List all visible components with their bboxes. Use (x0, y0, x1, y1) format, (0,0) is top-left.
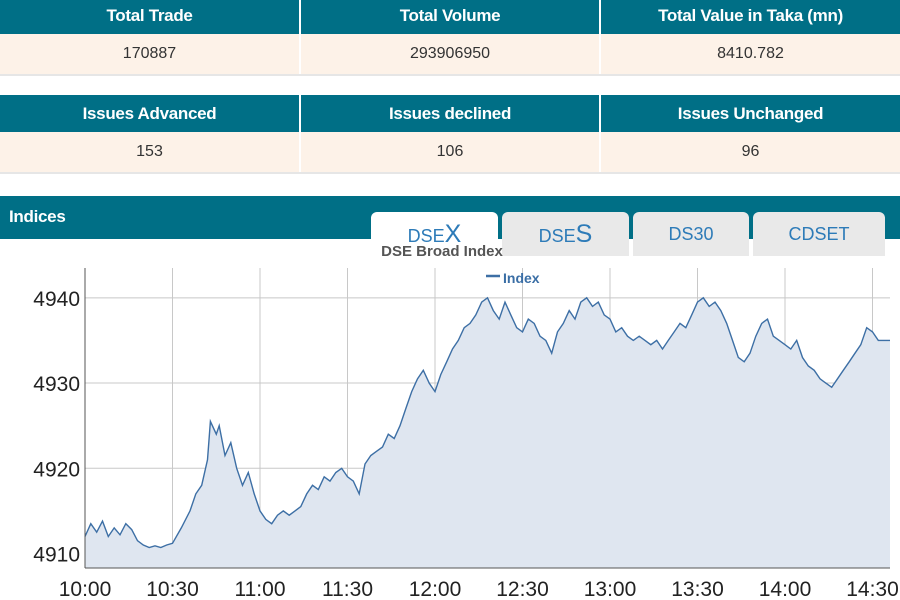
x-tick-label: 13:00 (584, 578, 637, 600)
issues-declined-value: 106 (300, 132, 601, 174)
index-line (84, 296, 890, 549)
tab-cdset[interactable]: CDSET (753, 212, 885, 256)
x-tick-label: 14:30 (846, 578, 899, 600)
issues-value-row: 153 106 96 (0, 132, 900, 174)
y-tick-label: 4930 (33, 373, 80, 396)
y-tick-label: 4940 (33, 288, 80, 311)
x-tick-label: 11:30 (322, 578, 373, 600)
tab-dsex-prefix: DSE (407, 226, 445, 246)
tab-dsex[interactable]: DSEX (371, 212, 498, 256)
total-trade-value: 170887 (0, 34, 301, 76)
tab-dses-suffix: S (575, 220, 593, 248)
issues-unchanged-header: Issues Unchanged (600, 95, 900, 132)
legend-label: Index (503, 270, 540, 286)
x-tick-label: 14:00 (759, 578, 812, 600)
total-value-header: Total Value in Taka (mn) (600, 0, 900, 34)
tab-ds30-label: DS30 (668, 224, 714, 244)
x-tick-label: 10:00 (59, 578, 112, 600)
issues-declined-header: Issues declined (300, 95, 601, 132)
tab-dsex-suffix: X (444, 220, 462, 248)
total-volume-value: 293906950 (300, 34, 601, 76)
y-tick-label: 4920 (33, 458, 80, 481)
x-tick-label: 13:30 (671, 578, 724, 600)
tab-ds30[interactable]: DS30 (633, 212, 749, 256)
summary-value-row: 170887 293906950 8410.782 (0, 34, 900, 76)
x-tick-label: 12:00 (409, 578, 462, 600)
chart-title: DSE Broad Index (381, 243, 503, 260)
issues-header-row: Issues Advanced Issues declined Issues U… (0, 95, 900, 132)
tab-dses[interactable]: DSES (502, 212, 629, 256)
issues-unchanged-value: 96 (600, 132, 900, 174)
issues-advanced-value: 153 (0, 132, 301, 174)
total-value-value: 8410.782 (600, 34, 900, 76)
market-summary-table: Total Trade Total Volume Total Value in … (0, 0, 900, 76)
y-tick-label: 4910 (33, 544, 80, 567)
issues-summary-table: Issues Advanced Issues declined Issues U… (0, 95, 900, 174)
issues-advanced-header: Issues Advanced (0, 95, 301, 132)
total-volume-header: Total Volume (300, 0, 601, 34)
summary-header-row: Total Trade Total Volume Total Value in … (0, 0, 900, 34)
x-tick-label: 12:30 (496, 578, 549, 600)
tab-dses-prefix: DSE (538, 226, 576, 246)
indices-title: Indices (9, 207, 66, 226)
tab-cdset-label: CDSET (788, 224, 850, 244)
x-tick-label: 10:30 (146, 578, 199, 600)
total-trade-header: Total Trade (0, 0, 301, 34)
index-area (85, 297, 890, 568)
x-tick-label: 11:00 (235, 578, 286, 600)
